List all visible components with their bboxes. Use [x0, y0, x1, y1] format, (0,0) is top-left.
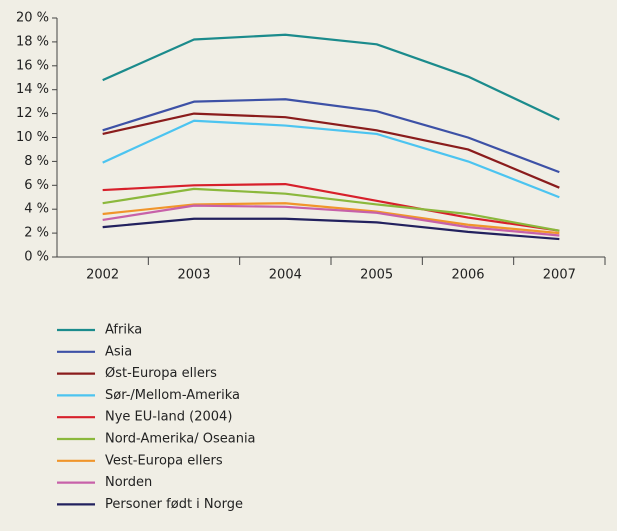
x-tick-label: 2002	[86, 268, 119, 283]
y-tick-label: 20 %	[16, 11, 49, 26]
y-tick-label: 10 %	[16, 130, 49, 145]
legend-label: Vest-Europa ellers	[105, 453, 223, 468]
y-tick-label: 0 %	[24, 250, 49, 265]
y-tick-label: 12 %	[16, 106, 49, 121]
legend-label: Asia	[105, 344, 132, 359]
x-tick-label: 2003	[177, 268, 210, 283]
x-tick-label: 2007	[543, 268, 576, 283]
series-line	[102, 183, 560, 232]
x-tick-label: 2006	[451, 268, 484, 283]
x-tick-label: 2004	[269, 268, 302, 283]
y-tick-label: 14 %	[16, 82, 49, 97]
series-line	[102, 204, 560, 237]
y-tick-label: 2 %	[24, 226, 49, 241]
y-tick-label: 4 %	[24, 202, 49, 217]
legend-label: Afrika	[105, 323, 142, 338]
y-tick-label: 18 %	[16, 34, 49, 49]
series-line	[102, 187, 560, 232]
legend-label: Sør-/Mellom-Amerika	[105, 388, 240, 403]
y-tick-label: 8 %	[24, 154, 49, 169]
series-line	[102, 112, 560, 189]
series-line	[102, 98, 560, 174]
y-tick-label: 6 %	[24, 178, 49, 193]
legend-label: Nord-Amerika/ Oseania	[105, 432, 256, 447]
series-line	[102, 217, 560, 241]
x-tick-label: 2005	[360, 268, 393, 283]
series-line	[102, 202, 560, 235]
legend-label: Øst-Europa ellers	[105, 366, 217, 381]
series-line	[102, 119, 560, 199]
legend-label: Personer født i Norge	[105, 497, 243, 512]
y-tick-label: 16 %	[16, 58, 49, 73]
legend-label: Norden	[105, 475, 152, 490]
legend-label: Nye EU-land (2004)	[105, 410, 232, 425]
series-line	[102, 33, 560, 121]
